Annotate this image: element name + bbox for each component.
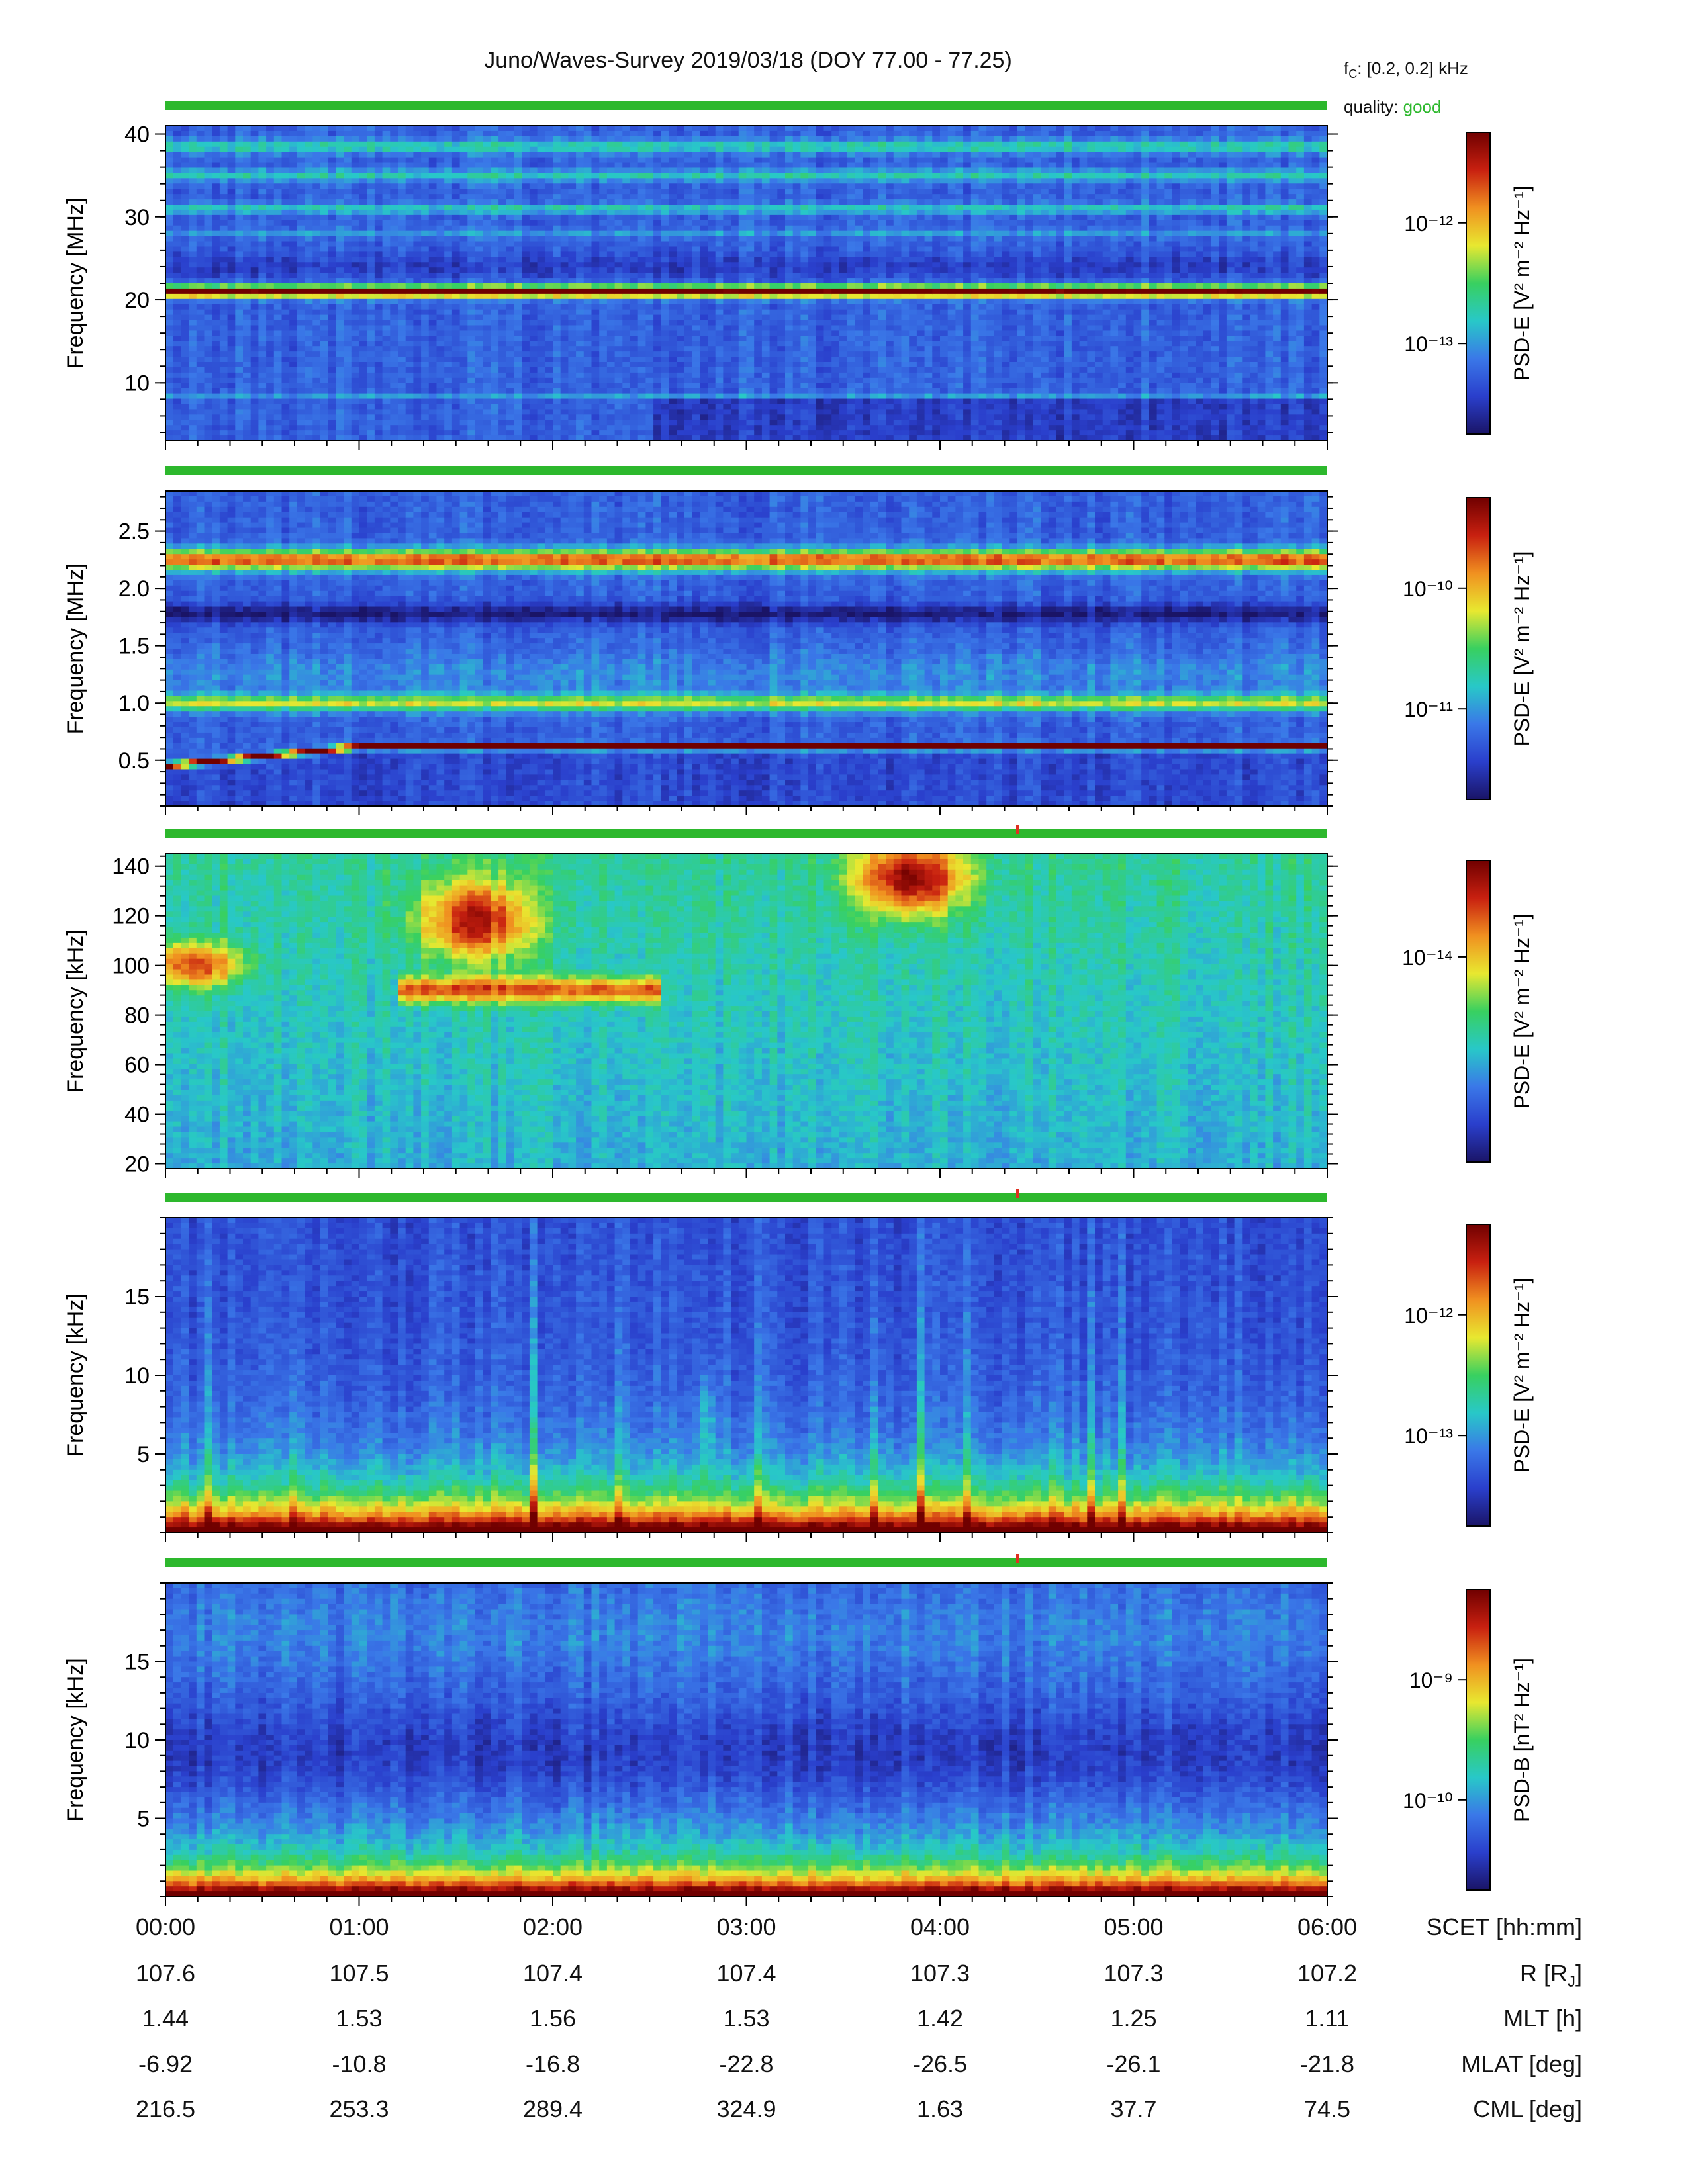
y-tick-label: 80 (124, 1003, 150, 1028)
ephemeris-value: 216.5 (93, 2095, 238, 2123)
colorbar-tick-label: 10⁻¹⁰ (1403, 577, 1453, 601)
red-marker (1016, 1554, 1019, 1563)
y-axis-label: Frequency [kHz] (63, 1293, 88, 1457)
ephemeris-value: 107.4 (480, 1960, 626, 1987)
y-tick-label: 2.5 (118, 520, 150, 545)
quality-bar (165, 829, 1327, 838)
ephemeris-value: 253.3 (287, 2095, 432, 2123)
ephemeris-value: 107.3 (867, 1960, 1013, 1987)
ephemeris-label: CML [deg] (1317, 2095, 1582, 2123)
spectrogram-panel-1 (165, 126, 1328, 441)
ephemeris-value: 324.9 (674, 2095, 820, 2123)
ephemeris-value: -26.1 (1061, 2050, 1207, 2078)
ephemeris-value: 107.4 (674, 1960, 820, 1987)
colorbar-tick-label: 10⁻¹³ (1404, 332, 1453, 356)
colorbar (1466, 860, 1490, 1162)
y-tick-label: 2.0 (118, 576, 150, 602)
y-tick-label: 1.0 (118, 691, 150, 716)
colorbar-tick-label: 10⁻¹² (1404, 212, 1453, 236)
x-tick-label: 05:00 (1061, 1913, 1207, 1941)
spectrogram-panel-4 (165, 1218, 1328, 1533)
ephemeris-label: MLT [h] (1317, 2005, 1582, 2032)
x-tick-label: 04:00 (867, 1913, 1013, 1941)
colorbar (1466, 132, 1490, 434)
y-tick-label: 10 (124, 371, 150, 396)
x-tick-label: 02:00 (480, 1913, 626, 1941)
spectrogram-panel-5 (165, 1583, 1328, 1897)
red-marker (1016, 1189, 1019, 1198)
x-axis-label: SCET [hh:mm] (1317, 1913, 1582, 1941)
spectrogram-panel-2 (165, 491, 1328, 807)
colorbar (1466, 1590, 1490, 1890)
ephemeris-value: 107.6 (93, 1960, 238, 1987)
colorbar-tick-label: 10⁻¹² (1404, 1304, 1453, 1328)
y-tick-label: 5 (137, 1442, 150, 1467)
ephemeris-label: R [RJ] (1317, 1960, 1582, 1991)
quality-bar (165, 1558, 1327, 1567)
colorbar-tick-label: 10⁻¹³ (1404, 1424, 1453, 1448)
colorbar-label: PSD-E [V² m⁻² Hz⁻¹] (1510, 551, 1534, 746)
ephemeris-value: -22.8 (674, 2050, 820, 2078)
colorbar-tick-label: 10⁻¹⁴ (1402, 946, 1453, 970)
quality-bar (165, 101, 1327, 110)
colorbar-label: PSD-B [nT² Hz⁻¹] (1510, 1658, 1534, 1822)
y-tick-label: 100 (112, 954, 150, 979)
colorbar-label: PSD-E [V² m⁻² Hz⁻¹] (1510, 1277, 1534, 1473)
quality-bar (165, 1193, 1327, 1202)
y-tick-label: 140 (112, 854, 150, 880)
ephemeris-value: 1.44 (93, 2005, 238, 2032)
colorbar-label: PSD-E [V² m⁻² Hz⁻¹] (1510, 913, 1534, 1109)
colorbar (1466, 1224, 1490, 1526)
spectrogram-panel-3 (165, 854, 1328, 1169)
y-tick-label: 1.5 (118, 634, 150, 659)
y-tick-label: 0.5 (118, 749, 150, 774)
y-tick-label: 30 (124, 205, 150, 230)
ephemeris-value: 1.56 (480, 2005, 626, 2032)
y-tick-label: 120 (112, 904, 150, 929)
y-tick-label: 15 (124, 1650, 150, 1675)
y-axis-label: Frequency [MHz] (63, 563, 88, 735)
x-tick-label: 00:00 (93, 1913, 238, 1941)
colorbar-tick-label: 10⁻¹⁰ (1403, 1789, 1453, 1813)
ephemeris-value: 107.5 (287, 1960, 432, 1987)
y-tick-label: 60 (124, 1053, 150, 1078)
ephemeris-value: 1.53 (287, 2005, 432, 2032)
y-axis-label: Frequency [MHz] (63, 198, 88, 369)
ephemeris-value: 1.53 (674, 2005, 820, 2032)
ephemeris-value: 1.42 (867, 2005, 1013, 2032)
y-tick-label: 40 (124, 1103, 150, 1128)
ephemeris-value: 37.7 (1061, 2095, 1207, 2123)
x-tick-label: 03:00 (674, 1913, 820, 1941)
colorbar-tick-label: 10⁻¹¹ (1404, 698, 1453, 721)
ephemeris-value: 289.4 (480, 2095, 626, 2123)
y-axis-label: Frequency [kHz] (63, 929, 88, 1093)
ephemeris-value: 1.63 (867, 2095, 1013, 2123)
y-tick-label: 20 (124, 1152, 150, 1177)
red-marker (1016, 825, 1019, 834)
x-tick-label: 01:00 (287, 1913, 432, 1941)
y-tick-label: 20 (124, 288, 150, 313)
y-tick-label: 15 (124, 1285, 150, 1310)
y-tick-label: 5 (137, 1807, 150, 1832)
ephemeris-value: -10.8 (287, 2050, 432, 2078)
ephemeris-value: -26.5 (867, 2050, 1013, 2078)
y-tick-label: 10 (124, 1728, 150, 1753)
colorbar (1466, 498, 1490, 799)
y-tick-label: 10 (124, 1363, 150, 1388)
ephemeris-label: MLAT [deg] (1317, 2050, 1582, 2078)
ephemeris-value: 1.25 (1061, 2005, 1207, 2032)
y-axis-label: Frequency [kHz] (63, 1658, 88, 1822)
colorbar-label: PSD-E [V² m⁻² Hz⁻¹] (1510, 185, 1534, 381)
ephemeris-value: -16.8 (480, 2050, 626, 2078)
ephemeris-value: 107.3 (1061, 1960, 1207, 1987)
colorbar-tick-label: 10⁻⁹ (1409, 1668, 1453, 1692)
y-tick-label: 40 (124, 122, 150, 148)
quality-bar (165, 466, 1327, 475)
ephemeris-value: -6.92 (93, 2050, 238, 2078)
